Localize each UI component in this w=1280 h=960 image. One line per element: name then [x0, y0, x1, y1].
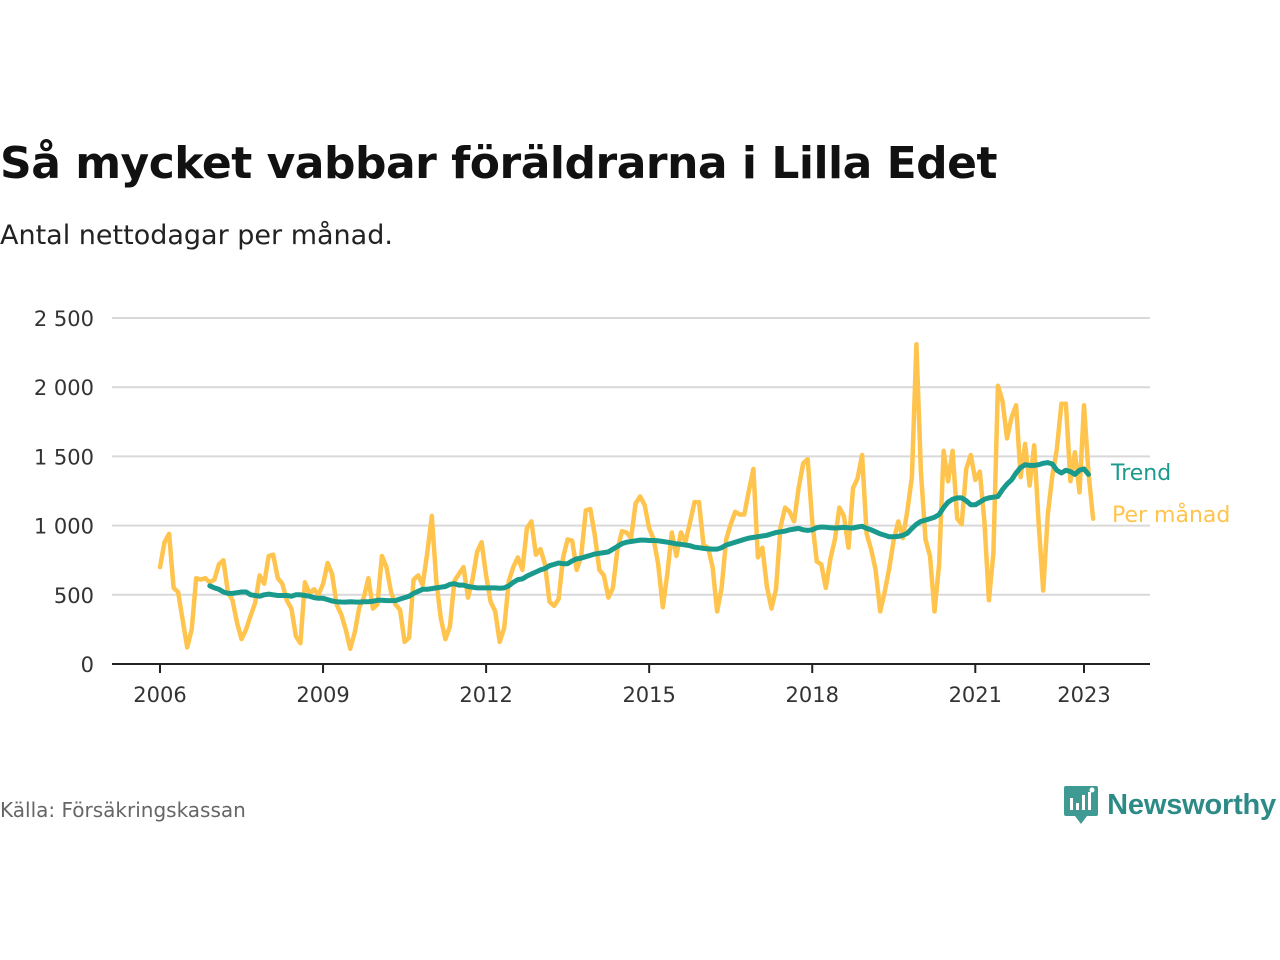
- y-tick-label: 500: [54, 584, 94, 608]
- x-tick-label: 2015: [622, 683, 675, 707]
- x-tick-label: 2018: [786, 683, 839, 707]
- brand-name: Newsworthy: [1107, 788, 1276, 821]
- y-tick-label: 2 500: [34, 307, 94, 331]
- source-note: Källa: Försäkringskassan: [0, 798, 246, 822]
- trend-series-label: Trend: [1110, 461, 1171, 486]
- monthly-series-label: Per månad: [1112, 502, 1230, 528]
- x-tick-label: 2021: [949, 683, 1002, 707]
- line-chart: 0 500 1 000 1 500 2 000 2 500 2006 2009 2012 2015…: [34, 307, 1230, 707]
- y-tick-label: 1 500: [34, 445, 94, 469]
- x-tick-label: 2023: [1057, 683, 1110, 707]
- x-tick-label: 2006: [133, 683, 186, 707]
- monthly-line: [157, 342, 1096, 652]
- x-tick-label: 2009: [296, 683, 349, 707]
- chart-subtitle: Antal nettodagar per månad.: [0, 220, 393, 251]
- y-tick-label: 0: [81, 653, 94, 677]
- trend-line: [207, 460, 1091, 605]
- x-tick-label: 2012: [459, 683, 512, 707]
- chart-title: Så mycket vabbar föräldrarna i Lilla Ede…: [0, 138, 998, 189]
- y-tick-label: 1 000: [34, 515, 94, 539]
- newsworthy-logo-icon: [1064, 786, 1099, 824]
- brand-logo[interactable]: Newsworthy: [1063, 784, 1276, 826]
- y-tick-label: 2 000: [34, 376, 94, 400]
